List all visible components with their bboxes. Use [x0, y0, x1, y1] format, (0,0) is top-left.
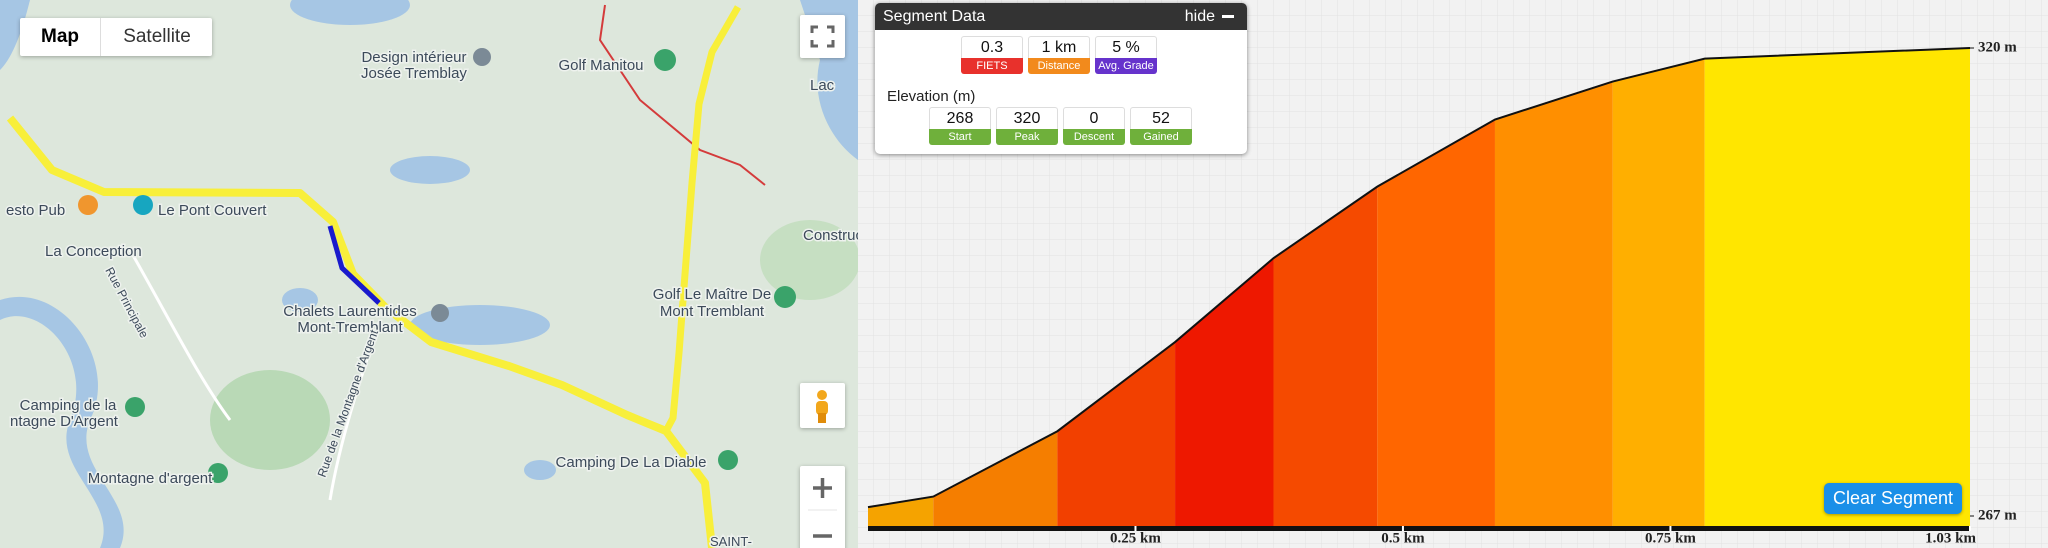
zoom-control [800, 466, 845, 548]
stat-value: 5 % [1095, 36, 1157, 58]
x-tick-label: 0.25 km [1110, 530, 1161, 546]
map-label: Construc [803, 227, 858, 244]
grade-band [1273, 186, 1378, 526]
map-label: La Conception [45, 243, 142, 260]
pegman-icon [816, 390, 828, 423]
stat-box: 5 % Avg. Grade [1095, 36, 1157, 74]
zoom-in[interactable] [813, 478, 832, 498]
fullscreen-icon [810, 25, 835, 48]
stat-label: Distance [1028, 58, 1090, 74]
zoom-icons [808, 478, 837, 538]
hide-button[interactable]: hide [1184, 8, 1215, 25]
map-label: SAINT- [710, 534, 752, 548]
stat-box: 1 km Distance [1028, 36, 1090, 74]
stat-label: Start [929, 129, 991, 145]
map-label: Design intérieur [361, 49, 466, 66]
panel-header: Segment Data hide [875, 3, 1247, 30]
stat-value: 320 [996, 107, 1058, 129]
grade-band [1612, 58, 1705, 527]
map-label: Le Pont Couvert [158, 202, 267, 219]
clear-segment-button[interactable]: Clear Segment [1824, 483, 1962, 514]
fullscreen-button[interactable] [800, 15, 845, 58]
x-tick-label: 0.75 km [1645, 530, 1696, 546]
x-tick-label: 0.5 km [1381, 530, 1425, 546]
stat-box: 268 Start [929, 107, 991, 145]
map-label: Mont Tremblant [660, 303, 765, 320]
stat-value: 1 km [1028, 36, 1090, 58]
elevation-line [867, 47, 1971, 509]
map-label: Camping de la [20, 397, 117, 414]
grade-band [868, 496, 934, 526]
map-label: Camping De La Diable [556, 454, 707, 471]
map-label: Golf Manitou [558, 57, 643, 74]
stat-value: 52 [1130, 107, 1192, 129]
stat-label: Gained [1130, 129, 1192, 145]
map-button[interactable]: Map [41, 26, 79, 47]
map-type-control: Map Satellite [20, 18, 212, 56]
grade-band [1704, 48, 1970, 526]
stat-box: 0.3 FIETS [961, 36, 1023, 74]
segment-panel: Segment Data hide 0.3 FIETS 1 km Distance 5 … [875, 3, 1247, 154]
grade-band [1494, 81, 1613, 526]
stat-box: 52 Gained [1130, 107, 1192, 145]
stat-box: 320 Peak [996, 107, 1058, 145]
y-tick-label: 320 m [1978, 39, 2017, 55]
stat-value: 268 [929, 107, 991, 129]
map-label: ntagne D'Argent [10, 413, 119, 430]
map-label: esto Pub [6, 202, 65, 219]
map[interactable]: Design intérieur Josée Tremblay Golf Man… [0, 0, 858, 548]
hide-icon [1222, 15, 1234, 18]
stat-label: Descent [1063, 129, 1125, 145]
elevation-title: Elevation (m) [887, 88, 976, 105]
panel-title: Segment Data [883, 8, 986, 25]
stat-label: Peak [996, 129, 1058, 145]
pegman-button[interactable] [800, 383, 845, 428]
x-tick-label: 1.03 km [1925, 530, 1976, 546]
stat-label: FIETS [961, 58, 1023, 74]
y-tick-label: 267 m [1978, 507, 2017, 523]
grade-band [1057, 342, 1176, 526]
map-canvas: Design intérieur Josée Tremblay Golf Man… [0, 0, 858, 548]
map-label: Chalets Laurentides [283, 303, 416, 320]
satellite-button[interactable]: Satellite [100, 18, 213, 56]
grade-band [1377, 119, 1495, 526]
map-label: Montagne d'argent [88, 470, 213, 487]
map-label: Lac [810, 77, 835, 94]
stat-value: 0 [1063, 107, 1125, 129]
stat-label: Avg. Grade [1095, 58, 1157, 74]
grade-band [1175, 258, 1274, 526]
map-label: Mont-Tremblant [297, 319, 403, 336]
x-axis-bar [868, 526, 1970, 531]
stat-box: 0 Descent [1063, 107, 1125, 145]
grade-band [933, 431, 1058, 526]
map-label: Josée Tremblay [361, 65, 467, 82]
map-label: Golf Le Maître De [653, 286, 771, 303]
stat-value: 0.3 [961, 36, 1023, 58]
